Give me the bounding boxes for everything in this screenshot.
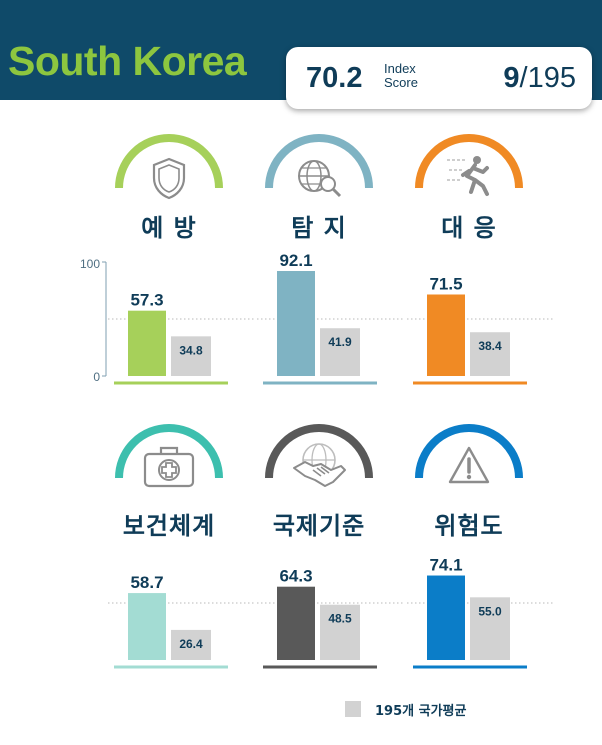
medical-kit-icon xyxy=(143,446,195,488)
norms-average-bar xyxy=(320,604,360,660)
respond-country-bar xyxy=(427,294,465,376)
risk-country-value: 74.1 xyxy=(429,556,462,575)
rank-value: 9 xyxy=(503,62,520,94)
index-score-label-line1: Index xyxy=(384,61,416,76)
health-average-value: 26.4 xyxy=(179,637,203,651)
prevent-y-tick-label-top: 100 xyxy=(80,257,100,271)
index-score-value: 70.2 xyxy=(306,62,363,94)
prevent-country-value: 57.3 xyxy=(130,291,163,310)
score-box: 70.2 Index Score 9/195 xyxy=(286,47,592,109)
handshake-globe-icon xyxy=(293,443,346,487)
index-score-label-line2: Score xyxy=(384,75,418,90)
health-label: 보건체계 xyxy=(122,512,216,540)
norms-gauge xyxy=(261,420,377,490)
index-score-label: Index Score xyxy=(384,62,418,90)
norms-country-bar xyxy=(277,586,315,660)
running-person-icon xyxy=(447,156,489,196)
detect-country-bar xyxy=(277,271,315,376)
rank-total: /195 xyxy=(519,62,576,94)
detect-country-value: 92.1 xyxy=(279,251,312,270)
legend-average-label: 195개 국가평균 xyxy=(375,704,467,719)
prevent-country-bar xyxy=(128,310,166,376)
respond-average-bar xyxy=(470,332,510,376)
warning-triangle-icon xyxy=(448,446,490,484)
prevent-average-bar xyxy=(171,336,211,376)
risk-average-value: 55.0 xyxy=(478,604,502,618)
health-average-bar xyxy=(171,629,211,660)
shield-icon xyxy=(152,157,186,200)
health-gauge xyxy=(111,420,227,490)
risk-label: 위험도 xyxy=(434,512,504,540)
rank: 9/195 xyxy=(503,62,576,95)
respond-gauge xyxy=(411,130,527,200)
norms-country-value: 64.3 xyxy=(279,567,312,586)
globe-magnifier-icon xyxy=(298,160,342,198)
detect-average-value: 41.9 xyxy=(328,335,352,349)
respond-country-value: 71.5 xyxy=(429,274,462,293)
norms-label: 국제기준 xyxy=(272,512,366,540)
country-title: South Korea xyxy=(8,38,247,84)
prevent-y-tick-label-bottom: 0 xyxy=(93,370,100,384)
health-country-value: 58.7 xyxy=(130,573,163,592)
health-country-bar xyxy=(128,593,166,660)
prevent-average-value: 34.8 xyxy=(179,343,203,357)
prevent-label: 예 방 xyxy=(141,214,197,242)
respond-label: 대 응 xyxy=(441,214,497,242)
risk-gauge xyxy=(411,420,527,490)
detect-average-bar xyxy=(320,328,360,376)
risk-country-bar xyxy=(427,575,465,660)
respond-average-value: 38.4 xyxy=(478,339,502,353)
norms-average-value: 48.5 xyxy=(328,612,352,626)
legend-average-swatch xyxy=(345,701,361,717)
detect-gauge xyxy=(261,130,377,200)
detect-label: 탐 지 xyxy=(291,214,347,242)
risk-average-bar xyxy=(470,597,510,660)
prevent-gauge xyxy=(111,130,227,200)
